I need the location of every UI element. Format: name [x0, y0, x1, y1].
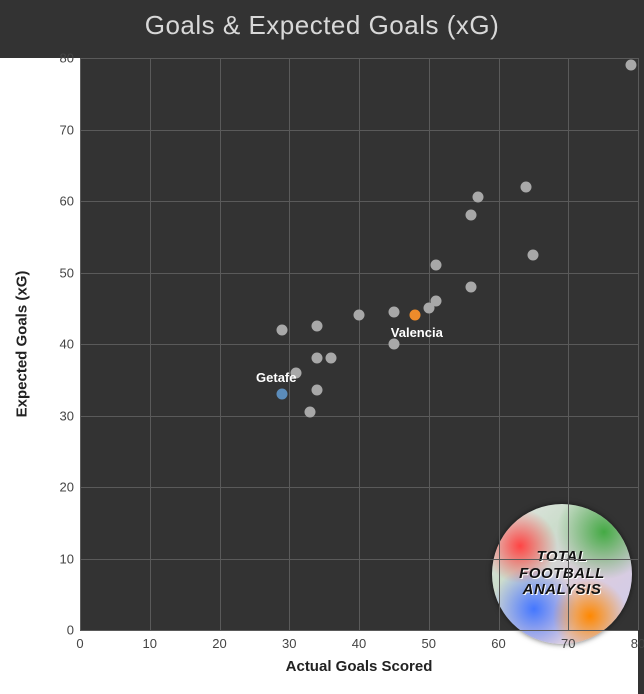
tfa-logo-line-2: FOOTBALL [519, 566, 605, 583]
point-label-getafe: Getafe [256, 370, 296, 385]
tfa-logo-line-1: TOTAL [536, 549, 587, 566]
y-tick-label: 50 [44, 265, 74, 280]
point-label-valencia: Valencia [391, 325, 443, 340]
gridline-h [80, 559, 638, 560]
x-tick-label: 50 [422, 636, 436, 651]
y-tick-label: 70 [44, 122, 74, 137]
x-tick-label: 0 [76, 636, 83, 651]
gridline-h [80, 416, 638, 417]
point [465, 281, 476, 292]
point [326, 353, 337, 364]
y-tick-label: 10 [44, 551, 74, 566]
gridline-h [80, 344, 638, 345]
point [626, 60, 637, 71]
point [312, 321, 323, 332]
tfa-logo: TOTAL FOOTBALL ANALYSIS [492, 504, 632, 644]
x-tick-label: 20 [212, 636, 226, 651]
point-getafe [277, 389, 288, 400]
x-tick-label: 10 [143, 636, 157, 651]
point [423, 303, 434, 314]
point-valencia [409, 310, 420, 321]
x-tick-label: 40 [352, 636, 366, 651]
point [312, 353, 323, 364]
point [465, 210, 476, 221]
point [521, 181, 532, 192]
gridline-h [80, 630, 638, 631]
gridline-h [80, 487, 638, 488]
point [472, 192, 483, 203]
y-tick-label: 20 [44, 480, 74, 495]
gridline-v [638, 58, 639, 630]
x-tick-label: 80 [631, 636, 644, 651]
gridline-h [80, 201, 638, 202]
point [277, 324, 288, 335]
point [354, 310, 365, 321]
point [388, 339, 399, 350]
point [312, 385, 323, 396]
x-tick-label: 70 [561, 636, 575, 651]
y-tick-label: 40 [44, 337, 74, 352]
point [430, 260, 441, 271]
y-axis-label: Expected Goals (xG) [14, 271, 31, 418]
gridline-h [80, 58, 638, 59]
point [388, 306, 399, 317]
y-tick-label: 80 [44, 51, 74, 66]
y-tick-label: 30 [44, 408, 74, 423]
y-tick-label: 0 [44, 623, 74, 638]
x-axis-label: Actual Goals Scored [286, 658, 433, 675]
x-tick-label: 30 [282, 636, 296, 651]
tfa-logo-line-3: ANALYSIS [523, 582, 602, 599]
point [305, 406, 316, 417]
chart-title: Goals & Expected Goals (xG) [0, 10, 644, 41]
tfa-logo-text: TOTAL FOOTBALL ANALYSIS [492, 504, 632, 644]
gridline-h [80, 273, 638, 274]
y-tick-label: 60 [44, 194, 74, 209]
chart-root: Goals & Expected Goals (xG) TOTAL FOOTBA… [0, 0, 644, 694]
x-tick-label: 60 [491, 636, 505, 651]
gridline-h [80, 130, 638, 131]
point [528, 249, 539, 260]
